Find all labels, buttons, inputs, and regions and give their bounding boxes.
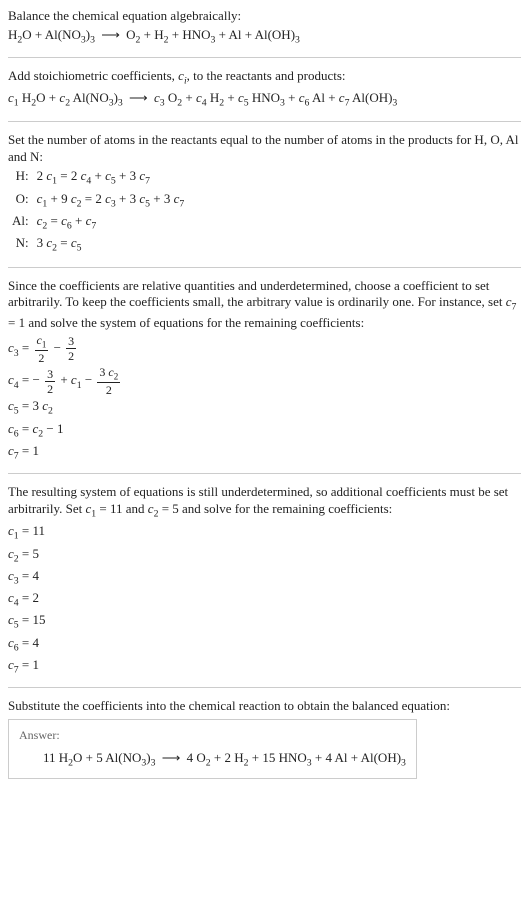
section4-eq: c3 = c12 − 32 — [8, 334, 521, 364]
section5-line1: The resulting system of equations is sti… — [8, 484, 521, 521]
section5-eq: c4 = 2 — [8, 590, 521, 610]
separator-4 — [8, 473, 521, 474]
atom-equation: c1 + 9 c2 = 2 c3 + 3 c5 + 3 c7 — [33, 190, 189, 212]
atom-equation: 2 c1 = 2 c4 + c5 + 3 c7 — [33, 167, 189, 189]
section4-eq: c4 = − 32 + c1 − 3 c22 — [8, 366, 521, 396]
section3-line1: Set the number of atoms in the reactants… — [8, 132, 521, 166]
section5-eq: c1 = 11 — [8, 523, 521, 543]
section5-eq: c3 = 4 — [8, 568, 521, 588]
section2-line1: Add stoichiometric coefficients, ci, to … — [8, 68, 521, 88]
section1-line1: Balance the chemical equation algebraica… — [8, 8, 521, 25]
section4-eq: c6 = c2 − 1 — [8, 421, 521, 441]
atom-equation: c2 = c6 + c7 — [33, 212, 189, 234]
atom-equation: 3 c2 = c5 — [33, 234, 189, 256]
atom-balance-table: H: 2 c1 = 2 c4 + c5 + 3 c7 O: c1 + 9 c2 … — [8, 167, 188, 256]
atom-label: N: — [8, 234, 33, 256]
section4-eq: c7 = 1 — [8, 443, 521, 463]
atom-balance-row: Al: c2 = c6 + c7 — [8, 212, 188, 234]
section5-eq: c5 = 15 — [8, 612, 521, 632]
atom-balance-row: O: c1 + 9 c2 = 2 c3 + 3 c5 + 3 c7 — [8, 190, 188, 212]
section6-line1: Substitute the coefficients into the che… — [8, 698, 521, 715]
atom-balance-row: N: 3 c2 = c5 — [8, 234, 188, 256]
section5-eq: c6 = 4 — [8, 635, 521, 655]
separator-3 — [8, 267, 521, 268]
atom-label: H: — [8, 167, 33, 189]
section2-equation: c1 H2O + c2 Al(NO3)3 ⟶ c3 O2 + c4 H2 + c… — [8, 90, 521, 110]
section4-line1: Since the coefficients are relative quan… — [8, 278, 521, 332]
atom-label: Al: — [8, 212, 33, 234]
answer-label: Answer: — [19, 728, 406, 744]
section5-eq: c2 = 5 — [8, 546, 521, 566]
section1-equation: H2O + Al(NO3)3 ⟶ O2 + H2 + HNO3 + Al + A… — [8, 27, 521, 47]
page-root: Balance the chemical equation algebraica… — [0, 0, 529, 791]
section4-eq: c5 = 3 c2 — [8, 398, 521, 418]
atom-label: O: — [8, 190, 33, 212]
atom-balance-row: H: 2 c1 = 2 c4 + c5 + 3 c7 — [8, 167, 188, 189]
separator-2 — [8, 121, 521, 122]
answer-equation: 11 H2O + 5 Al(NO3)3 ⟶ 4 O2 + 2 H2 + 15 H… — [19, 750, 406, 770]
separator-1 — [8, 57, 521, 58]
answer-box: Answer: 11 H2O + 5 Al(NO3)3 ⟶ 4 O2 + 2 H… — [8, 719, 417, 779]
section5-eq: c7 = 1 — [8, 657, 521, 677]
separator-5 — [8, 687, 521, 688]
